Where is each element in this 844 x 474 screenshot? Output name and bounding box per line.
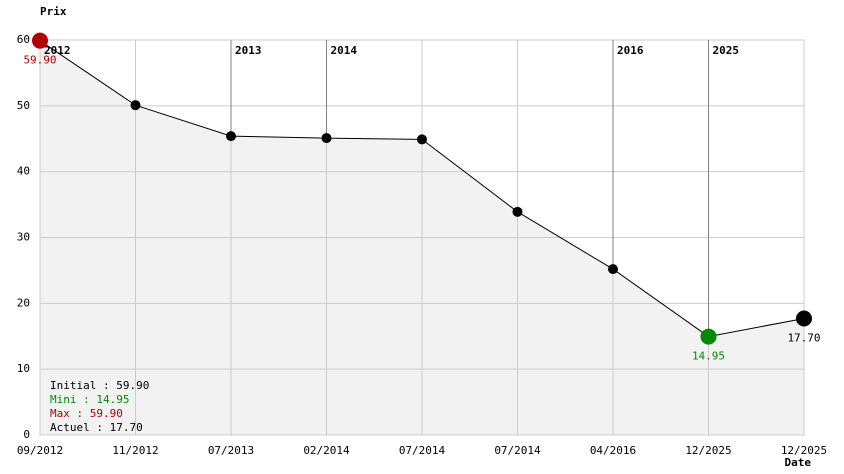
y-axis-label: Prix [40,5,67,18]
value-label: 17.70 [787,331,820,344]
point [321,133,332,144]
summary-text: Max : 59.90 [50,407,123,420]
summary-text: Actuel : 17.70 [50,421,143,434]
x-tick-label: 11/2012 [112,444,158,457]
x-tick-label: 09/2012 [17,444,63,457]
summary-text: Initial : 59.90 [50,379,149,392]
x-tick-label: 07/2014 [399,444,446,457]
point [417,134,427,145]
year-marker-label: 2014 [331,44,358,57]
x-tick-label: 07/2013 [208,444,254,457]
point [32,32,48,49]
x-tick-label: 02/2014 [303,444,350,457]
plot-border [39,39,805,436]
x-tick-label: 12/2025 [781,444,827,457]
x-tick-label: 12/2025 [685,444,731,457]
y-tick-label: 20 [17,296,30,309]
y-tick-label: 0 [23,428,30,441]
point [512,206,523,217]
value-label: 14.95 [692,350,725,363]
point [130,100,141,111]
y-tick-label: 10 [17,362,30,375]
y-tick-label: 60 [17,33,30,46]
x-axis-label: Date [785,456,812,469]
x-tick-label: 04/2016 [590,444,636,457]
year-marker-label: 2025 [713,44,740,57]
year-marker-label: 2013 [235,44,262,57]
year-marker-label: 2016 [617,44,644,57]
point [608,264,618,275]
point [796,310,812,327]
value-label: 59.90 [23,54,56,67]
point [700,328,717,345]
summary-text: Mini : 14.95 [50,393,129,406]
point [226,131,236,142]
y-tick-label: 40 [17,165,30,178]
x-tick-label: 07/2014 [494,444,541,457]
y-tick-label: 30 [17,231,30,244]
y-tick-label: 50 [17,99,30,112]
